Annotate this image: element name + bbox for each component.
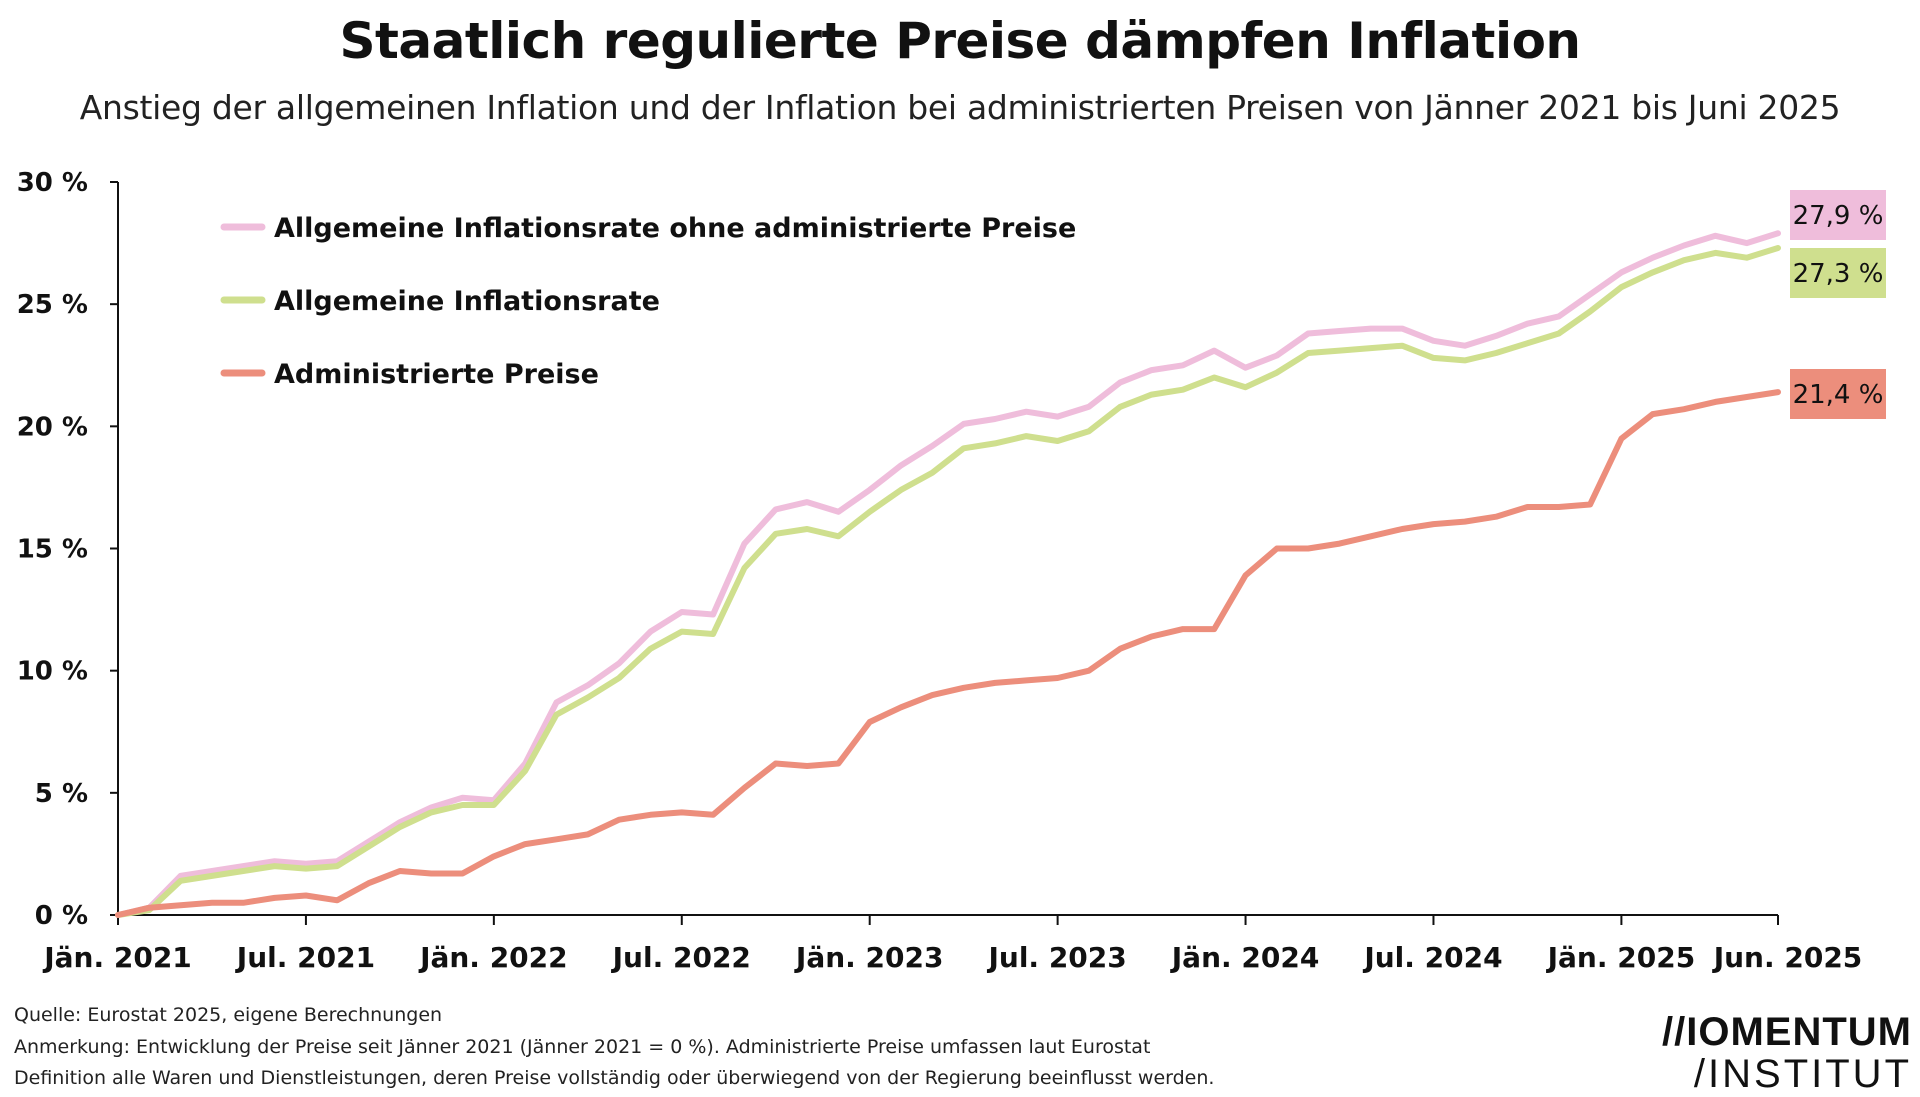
- y-tick-label: 5 %: [35, 779, 88, 809]
- chart-title: Staatlich regulierte Preise dämpfen Infl…: [339, 12, 1581, 70]
- y-tick-label: 10 %: [17, 657, 88, 687]
- x-tick-label: Jul. 2024: [1362, 941, 1502, 974]
- chart-subtitle: Anstieg der allgemeinen Inflation und de…: [79, 88, 1841, 127]
- end-label-box-2: [1790, 248, 1886, 298]
- series-line-3: [115, 389, 1781, 918]
- series-line-2: [115, 245, 1781, 918]
- x-tick-label: Jän. 2021: [42, 941, 192, 974]
- footer-source: Quelle: Eurostat 2025, eigene Berechnung…: [14, 1004, 443, 1026]
- legend-label-1: Allgemeine Inflationsrate ohne administr…: [274, 213, 1076, 244]
- legend-label-2: Allgemeine Inflationsrate: [274, 286, 660, 317]
- y-tick-label: 0 %: [35, 901, 88, 931]
- x-tick-label: Jän. 2025: [1546, 941, 1696, 974]
- chart-end-labels: 27,9 % 27,3 % 21,4 %: [1790, 190, 1886, 419]
- momentum-logo-line2: /INSTITUT: [1693, 1052, 1912, 1096]
- y-tick-label: 30 %: [17, 168, 88, 198]
- x-tick-label: Jul. 2021: [235, 941, 375, 974]
- x-tick-label: Jun. 2025: [1712, 941, 1863, 974]
- chart-legend: Allgemeine Inflationsrate ohne administr…: [220, 213, 1076, 390]
- chart-axes: 0 % 5 % 10 % 15 % 20 % 25 % 30 % Jän. 2021 Jul. …: [17, 168, 1863, 974]
- end-label-text-2: 27,3 %: [1793, 259, 1884, 289]
- x-tick-label: Jän. 2022: [418, 941, 568, 974]
- x-tick-label: Jän. 2023: [794, 941, 944, 974]
- x-tick-label: Jul. 2023: [986, 941, 1126, 974]
- momentum-logo-line1: //IOMENTUM: [1662, 1010, 1912, 1054]
- footer-note-line2: Definition alle Waren und Dienstleistung…: [14, 1067, 1215, 1089]
- end-label-text-3: 21,4 %: [1793, 380, 1884, 410]
- series-line-1: [115, 230, 1781, 918]
- legend-label-3: Administrierte Preise: [274, 359, 599, 390]
- end-label-box-1: [1790, 190, 1886, 240]
- x-tick-label: Jul. 2022: [611, 941, 751, 974]
- end-label-text-1: 27,9 %: [1793, 201, 1884, 231]
- chart-series-lines: [115, 230, 1781, 918]
- footer-note-line1: Anmerkung: Entwicklung der Preise seit J…: [14, 1036, 1151, 1058]
- x-tick-label: Jän. 2024: [1170, 941, 1320, 974]
- end-label-box-3: [1790, 369, 1886, 419]
- y-tick-label: 25 %: [17, 290, 88, 320]
- y-tick-label: 20 %: [17, 412, 88, 442]
- line-chart: 0 % 5 % 10 % 15 % 20 % 25 % 30 % Jän. 2021 Jul. …: [17, 168, 1886, 974]
- y-tick-label: 15 %: [17, 535, 88, 565]
